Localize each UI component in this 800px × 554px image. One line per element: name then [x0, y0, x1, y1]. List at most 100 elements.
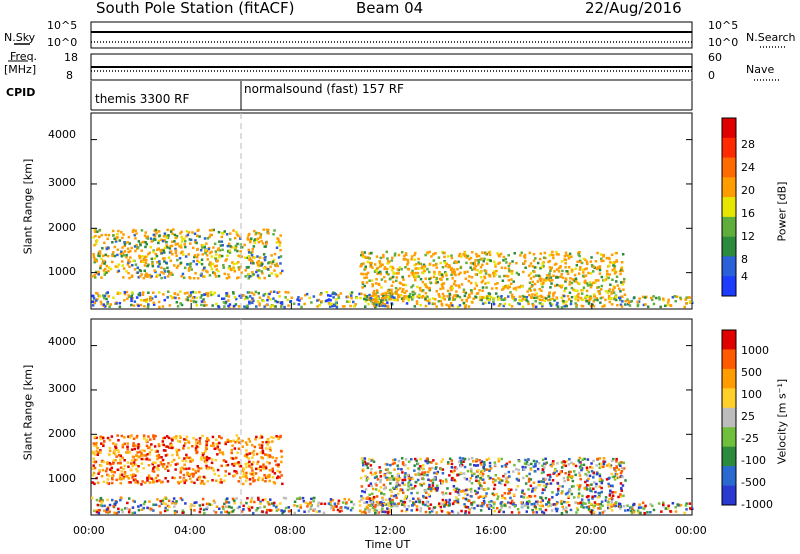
echo-cell	[560, 296, 563, 299]
echo-cell	[451, 270, 454, 274]
echo-cell	[284, 506, 288, 510]
echo-cell	[223, 479, 226, 482]
echo-cell	[537, 480, 541, 483]
echo-cell	[168, 247, 172, 250]
echo-cell	[375, 255, 379, 258]
echo-cell	[421, 467, 424, 470]
echo-cell	[232, 464, 236, 467]
echo-cell	[522, 468, 526, 471]
echo-cell	[465, 505, 468, 509]
echo-cell	[175, 500, 178, 503]
echo-cell	[561, 269, 564, 273]
echo-cell	[361, 272, 365, 276]
echo-cell	[586, 483, 589, 487]
echo-cell	[102, 444, 105, 448]
echo-cell	[391, 498, 394, 502]
echo-cell	[394, 504, 398, 508]
echo-cell	[367, 484, 371, 487]
echo-cell	[188, 294, 191, 297]
echo-cell	[390, 290, 393, 293]
echo-cell	[210, 250, 213, 254]
echo-cell	[265, 303, 268, 307]
echo-cell	[224, 470, 227, 473]
echo-cell	[158, 291, 161, 294]
echo-cell	[272, 297, 275, 300]
echo-cell	[671, 502, 675, 505]
echo-cell	[383, 267, 386, 271]
echo-cell	[592, 304, 596, 308]
echo-cell	[482, 259, 485, 263]
echo-cell	[341, 501, 345, 504]
echo-cell	[379, 486, 383, 489]
echo-cell	[233, 236, 237, 240]
echo-cell	[589, 465, 592, 469]
echo-cell	[91, 300, 95, 304]
echo-cell	[94, 234, 97, 238]
echo-cell	[375, 510, 379, 514]
echo-cell	[237, 266, 240, 269]
echo-cell	[549, 276, 553, 279]
echo-cell	[450, 304, 454, 307]
echo-cell	[563, 305, 566, 308]
echo-cell	[506, 275, 510, 278]
echo-cell	[474, 265, 478, 268]
echo-cell	[213, 242, 217, 246]
echo-cell	[481, 286, 485, 289]
echo-cell	[142, 457, 145, 461]
echo-cell	[429, 487, 433, 491]
echo-cell	[622, 461, 626, 465]
echo-cell	[341, 305, 345, 308]
echo-cell	[200, 300, 204, 303]
echo-cell	[497, 304, 501, 307]
echo-cell	[441, 502, 444, 506]
nsearch-tick-low: 10^0	[708, 36, 739, 49]
echo-cell	[218, 451, 222, 454]
echo-cell	[584, 472, 587, 476]
echo-cell	[130, 434, 133, 437]
echo-cell	[530, 503, 533, 506]
echo-cell	[102, 460, 106, 464]
echo-cell	[150, 297, 154, 300]
echo-cell	[152, 470, 156, 473]
echo-cell	[151, 260, 154, 264]
echo-cell	[104, 233, 108, 237]
echo-cell	[574, 277, 578, 280]
echo-cell	[602, 465, 605, 469]
echo-cell	[167, 462, 170, 465]
echo-cell	[513, 463, 516, 467]
echo-cell	[496, 298, 500, 301]
echo-cell	[250, 463, 254, 466]
echo-cell	[176, 242, 179, 245]
echo-cell	[179, 436, 182, 440]
echo-cell	[93, 466, 97, 470]
echo-cell	[619, 471, 623, 475]
echo-cell	[232, 229, 235, 232]
echo-cell	[115, 511, 119, 515]
echo-cell	[487, 474, 490, 478]
echo-cell	[122, 467, 126, 471]
colorbar-swatch	[722, 446, 736, 467]
echo-cell	[401, 481, 404, 485]
echo-cell	[127, 261, 130, 264]
echo-cell	[450, 254, 453, 257]
echo-cell	[443, 298, 446, 301]
echo-cell	[142, 437, 146, 440]
echo-cell	[497, 477, 500, 480]
nsearch-label: N.Search	[746, 31, 796, 44]
echo-cell	[249, 300, 252, 303]
echo-cell	[520, 505, 523, 508]
vel-ytick-4000: 4000	[48, 335, 76, 348]
echo-cell	[121, 264, 124, 267]
echo-cell	[190, 480, 193, 484]
echo-cell	[100, 500, 104, 504]
echo-cell	[459, 471, 463, 475]
echo-cell	[567, 463, 571, 466]
echo-cell	[612, 291, 616, 294]
echo-cell	[213, 447, 216, 450]
echo-cell	[228, 276, 231, 279]
echo-cell	[229, 232, 232, 235]
echo-cell	[223, 502, 226, 506]
echo-cell	[94, 443, 97, 446]
echo-cell	[265, 475, 269, 479]
echo-cell	[541, 298, 544, 302]
